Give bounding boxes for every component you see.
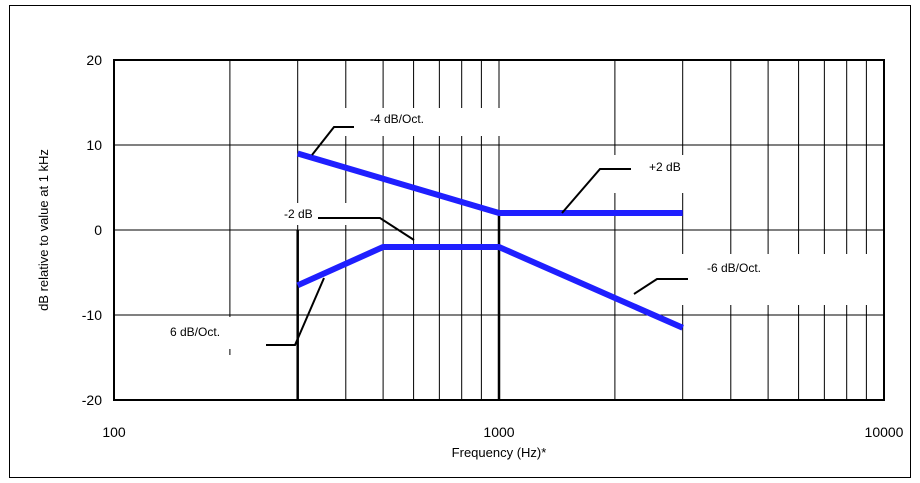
- annotation-leaders: [266, 126, 688, 346]
- y-axis-label: dB relative to value at 1 kHz: [36, 149, 51, 311]
- y-tick-label: -20: [82, 392, 102, 408]
- vertical-limit-lines: [296, 210, 501, 400]
- annotation-labels: -4 dB/Oct. +2 dB -2 dB -6 dB/Oct. 6 dB/Oct.: [170, 112, 761, 339]
- x-tick-label: 10000: [865, 424, 904, 440]
- annotation-label: -2 dB: [284, 207, 313, 221]
- x-axis-label: Frequency (Hz)*: [452, 445, 547, 460]
- annotation-background: [344, 108, 504, 136]
- series-line-upper-limit: [296, 150, 683, 216]
- x-tick-labels: 100 1000 10000: [102, 424, 903, 440]
- annotation-background: [672, 254, 884, 305]
- annotation-background: [520, 155, 685, 193]
- annotation-leader: [318, 217, 415, 241]
- x-tick-label: 1000: [483, 424, 514, 440]
- series-line-lower-limit: [296, 244, 684, 331]
- y-tick-label: -10: [82, 307, 102, 323]
- y-tick-label: 10: [86, 137, 102, 153]
- y-tick-labels: 20 10 0 -10 -20: [82, 52, 102, 408]
- annotation-leader: [266, 277, 325, 346]
- x-tick-label: 100: [102, 424, 126, 440]
- annotation-background: [268, 203, 368, 225]
- annotation-leader: [311, 126, 354, 156]
- y-tick-label: 0: [94, 222, 102, 238]
- annotation-background: [147, 355, 242, 399]
- annotation-label: +2 dB: [649, 160, 681, 174]
- annotation-leader: [633, 278, 688, 295]
- annotation-leader: [561, 168, 631, 214]
- series-lines: [296, 150, 684, 331]
- annotation-label: 6 dB/Oct.: [170, 325, 220, 339]
- annotation-backgrounds: [147, 108, 884, 399]
- annotation-label: -4 dB/Oct.: [370, 112, 424, 126]
- y-tick-label: 20: [86, 52, 102, 68]
- annotation-label: -6 dB/Oct.: [707, 261, 761, 275]
- annotation-background: [158, 317, 240, 349]
